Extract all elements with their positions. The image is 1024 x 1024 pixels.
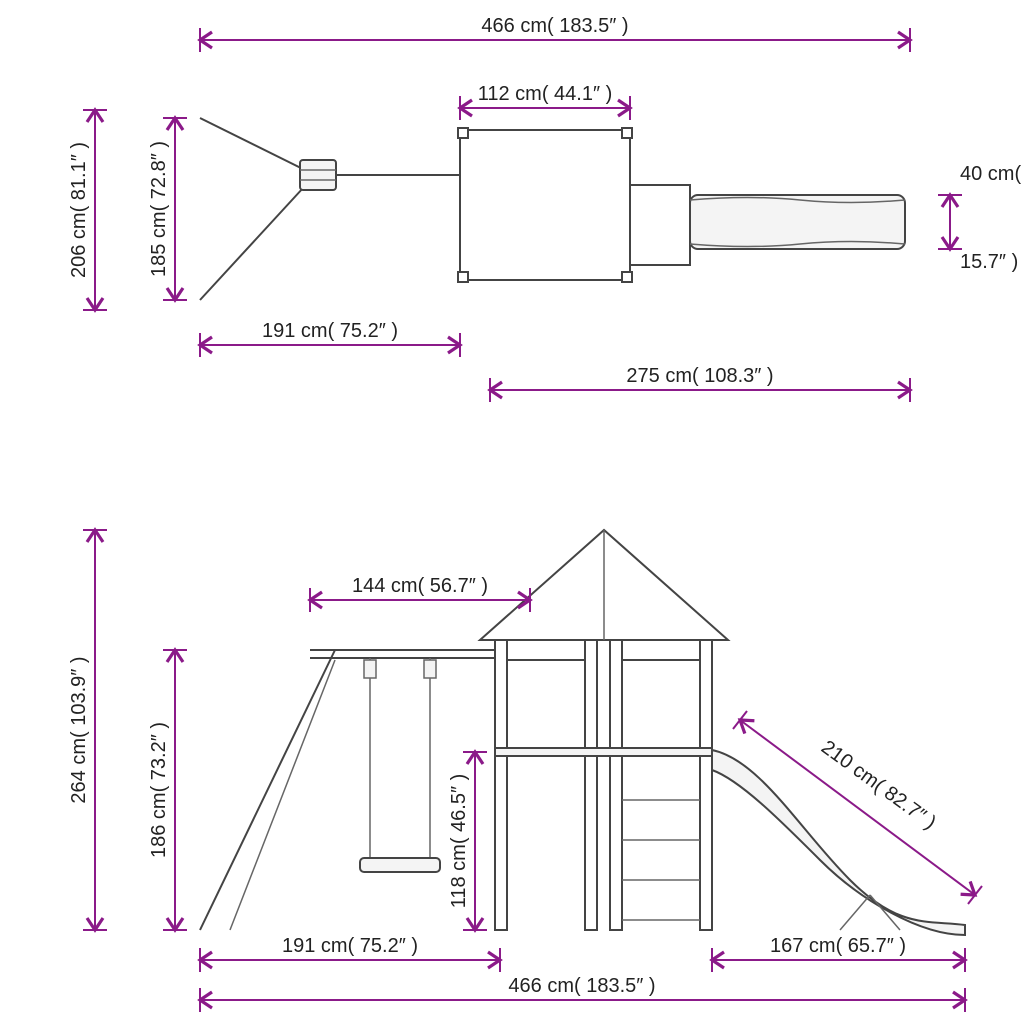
dim-top-40: 40 cm( 15.7″ ): [938, 163, 1021, 273]
dim-top-275: 275 cm( 108.3″ ): [490, 365, 910, 402]
dim-label: 40 cm(: [960, 163, 1021, 185]
dim-label: 206 cm( 81.1″ ): [68, 142, 90, 278]
top-swing-frame: [200, 118, 460, 300]
dim-label: 186 cm( 73.2″ ): [148, 722, 170, 858]
top-view: 466 cm( 183.5″ ) 112 cm( 44.1″ ) 206 cm(…: [68, 15, 1021, 402]
dim-label: 210 cm( 82.7″ ): [817, 736, 940, 834]
dim-top-206: 206 cm( 81.1″ ): [68, 110, 107, 310]
dim-label: 466 cm( 183.5″ ): [508, 975, 655, 997]
dim-label: 185 cm( 72.8″ ): [148, 141, 170, 277]
dim-label: 112 cm( 44.1″ ): [478, 83, 613, 105]
dim-label: 167 cm( 65.7″ ): [770, 935, 906, 957]
dim-top-466: 466 cm( 183.5″ ): [200, 15, 910, 52]
dim-top-185: 185 cm( 72.8″ ): [148, 118, 187, 300]
dim-front-466: 466 cm( 183.5″ ): [200, 975, 965, 1012]
top-tower: [458, 128, 690, 282]
dim-label: 118 cm( 46.5″ ): [448, 774, 470, 909]
dim-front-167: 167 cm( 65.7″ ): [712, 935, 965, 972]
front-view: 264 cm( 103.9″ ) 186 cm( 73.2″ ) 144 cm(…: [68, 530, 982, 1012]
technical-drawing: 466 cm( 183.5″ ) 112 cm( 44.1″ ) 206 cm(…: [0, 0, 1024, 1024]
front-slide: [712, 750, 965, 935]
dim-label: 466 cm( 183.5″ ): [481, 15, 628, 37]
dim-label: 191 cm( 75.2″ ): [262, 320, 398, 342]
dim-front-191: 191 cm( 75.2″ ): [200, 935, 500, 972]
dim-top-112: 112 cm( 44.1″ ): [460, 83, 630, 120]
dim-label: 191 cm( 75.2″ ): [282, 935, 418, 957]
dim-front-186: 186 cm( 73.2″ ): [148, 650, 187, 930]
dim-front-118: 118 cm( 46.5″ ): [448, 752, 487, 930]
dim-front-264: 264 cm( 103.9″ ): [68, 530, 107, 930]
dim-label: 264 cm( 103.9″ ): [68, 656, 90, 803]
dim-label: 15.7″ ): [960, 251, 1018, 273]
dim-top-191: 191 cm( 75.2″ ): [200, 320, 460, 357]
dim-label: 144 cm( 56.7″ ): [352, 575, 488, 597]
front-tower: [480, 530, 728, 930]
dim-label: 275 cm( 108.3″ ): [626, 365, 773, 387]
dim-front-144: 144 cm( 56.7″ ): [310, 575, 530, 612]
top-slide: [690, 195, 905, 249]
